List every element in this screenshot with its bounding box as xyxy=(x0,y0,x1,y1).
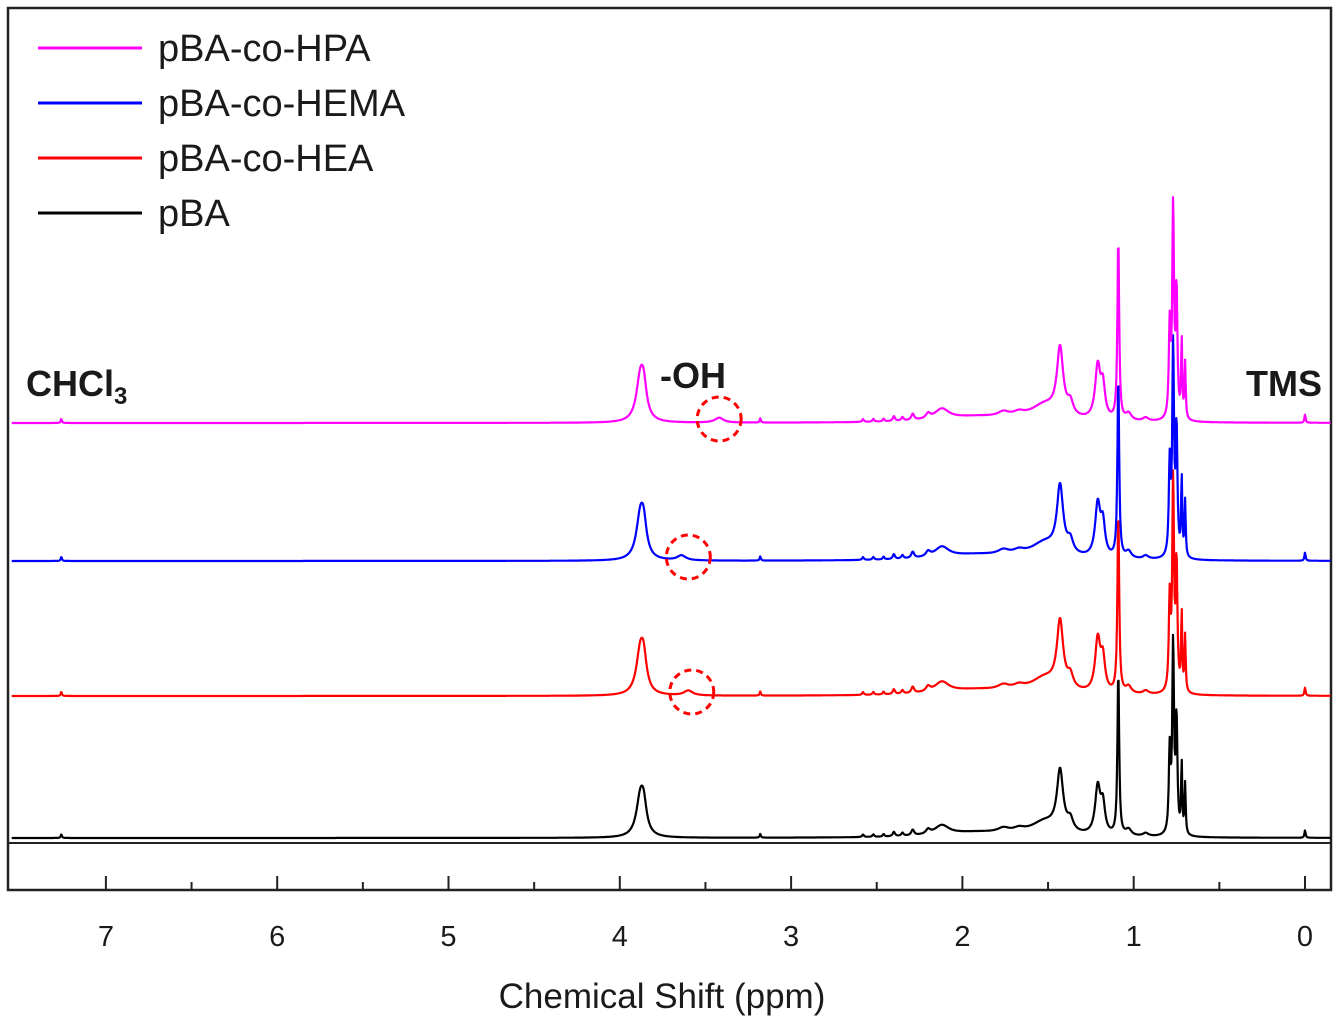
x-tick-label: 2 xyxy=(954,921,970,953)
x-axis-ticks xyxy=(104,876,1306,890)
legend-label: pBA-co-HEA xyxy=(158,138,374,180)
spectrum-pba xyxy=(11,633,1332,840)
legend-label: pBA-co-HPA xyxy=(158,28,371,70)
x-tick-label: 6 xyxy=(269,921,285,953)
x-tick-label: 0 xyxy=(1297,921,1313,953)
x-tick-label: 7 xyxy=(98,921,114,953)
plot-frame xyxy=(6,6,1333,892)
legend-label: pBA xyxy=(158,193,230,235)
x-tick-label: 5 xyxy=(440,921,456,953)
annotations: CHCl3 -OH TMS xyxy=(26,355,1322,410)
oh-marker xyxy=(668,668,716,716)
oh-markers xyxy=(664,395,743,716)
annotation-tms: TMS xyxy=(1246,363,1322,404)
legend-label: pBA-co-HEMA xyxy=(158,83,406,125)
oh-marker xyxy=(695,395,743,443)
x-tick-label: 4 xyxy=(612,921,628,953)
legend: pBA-co-HPA pBA-co-HEMA pBA-co-HEA pBA xyxy=(38,28,406,235)
x-axis-tick-labels: 7 6 5 4 3 2 1 0 xyxy=(98,921,1313,953)
spectrum-pba-co-hpa xyxy=(11,196,1332,425)
x-tick-label: 3 xyxy=(783,921,799,953)
oh-marker xyxy=(664,533,712,581)
annotation-chcl3: CHCl3 xyxy=(26,363,127,410)
spectrum-pba-co-hea xyxy=(11,469,1332,698)
annotation-oh: -OH xyxy=(660,355,726,396)
spectrum-pba-co-hema xyxy=(11,334,1332,563)
x-tick-label: 1 xyxy=(1126,921,1142,953)
x-axis-title: Chemical Shift (ppm) xyxy=(499,977,826,1016)
spectra-group xyxy=(11,196,1332,840)
